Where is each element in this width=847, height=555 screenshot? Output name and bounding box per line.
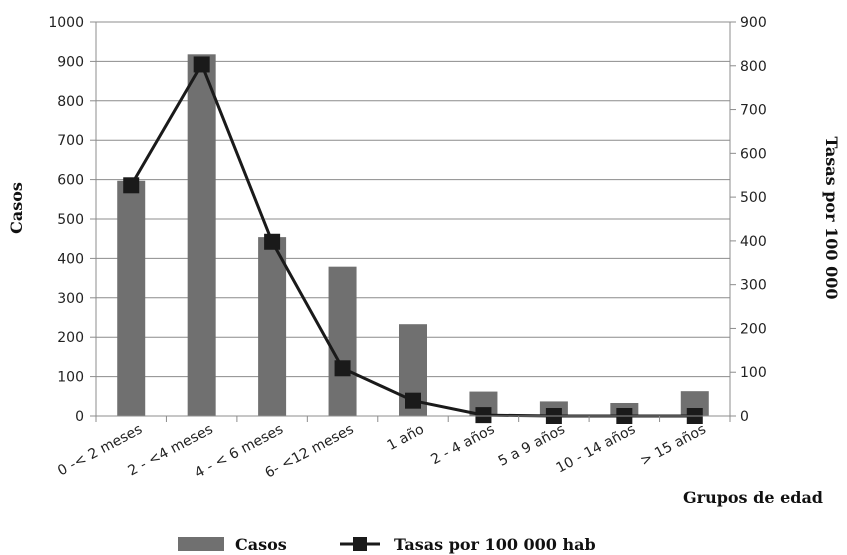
y-axis-title: Casos: [7, 182, 26, 234]
right-tick-label: 900: [740, 15, 767, 31]
x-tick-label: 2 - 4 años: [428, 421, 497, 468]
right-tick-label: 700: [740, 103, 767, 119]
right-tick-label: 100: [740, 365, 767, 381]
left-tick-label: 0: [75, 409, 84, 425]
bar-casos: [258, 237, 287, 416]
right-tick-label: 600: [740, 146, 767, 162]
marker-tasas: [264, 233, 281, 250]
right-tick-label: 300: [740, 278, 767, 294]
x-tick-label: 1 año: [385, 421, 427, 454]
left-tick-label: 1000: [48, 15, 84, 31]
legend: Casos Tasas por 100 000 hab: [178, 535, 596, 554]
marker-tasas: [334, 360, 351, 377]
left-tick-label: 600: [57, 173, 84, 189]
bar-casos: [328, 266, 357, 416]
axes: [90, 21, 736, 422]
marker-tasas: [475, 407, 492, 424]
left-tick-label: 100: [57, 370, 84, 386]
left-tick-label: 500: [57, 212, 84, 228]
left-tick-label: 200: [57, 330, 84, 346]
bar-series: [117, 54, 709, 417]
legend-swatch-casos: [178, 537, 224, 551]
right-axis-ticks: 0 100 200 300 400 500 600 700 800 900: [740, 15, 767, 425]
marker-tasas: [123, 177, 140, 194]
legend-label-casos: Casos: [235, 535, 287, 554]
right-tick-label: 800: [740, 59, 767, 75]
right-tick-label: 400: [740, 234, 767, 250]
bar-casos: [187, 54, 216, 417]
left-tick-label: 800: [57, 94, 84, 110]
legend-label-tasas: Tasas por 100 000 hab: [394, 535, 596, 554]
x-tick-label: > 15 años: [638, 421, 709, 469]
left-tick-label: 900: [57, 54, 84, 70]
left-tick-label: 300: [57, 291, 84, 307]
left-tick-label: 700: [57, 133, 84, 149]
marker-tasas: [193, 56, 210, 73]
y2-axis-title: Tasas por 100 000: [822, 137, 841, 300]
right-tick-label: 200: [740, 321, 767, 337]
right-tick-label: 0: [740, 409, 749, 425]
legend-swatch-tasas-marker: [353, 537, 367, 551]
left-axis-ticks: 0 100 200 300 400 500 600 700 800 900 1000: [48, 15, 84, 425]
right-tick-label: 500: [740, 190, 767, 206]
bar-casos: [117, 180, 146, 416]
marker-tasas: [405, 392, 421, 409]
left-tick-label: 400: [57, 251, 84, 267]
x-tick-label: 10 - 14 años: [554, 421, 639, 476]
x-axis-title: Grupos de edad: [683, 488, 823, 507]
